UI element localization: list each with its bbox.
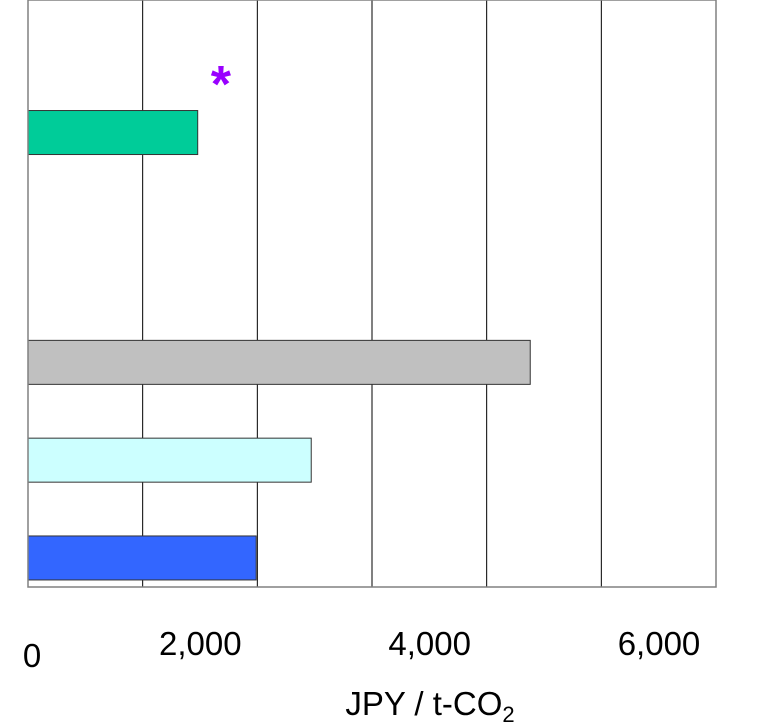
x-tick-label: 4,000 — [388, 625, 471, 662]
plot-frame — [27, 0, 717, 588]
x-tick-label: 2,000 — [159, 625, 242, 662]
x-axis-title: JPY / t-CO2 — [345, 685, 514, 727]
gridlines — [142, 0, 602, 587]
x-axis-title-main: JPY / t-CO — [345, 685, 502, 722]
x-tick-labels: 0 2,000 4,000 6,000 — [23, 625, 700, 674]
x-tick-label: 0 — [23, 637, 41, 674]
bar-0 — [27, 110, 199, 156]
bar-2 — [27, 437, 312, 483]
annotation-asterisk: * — [211, 56, 232, 114]
x-tick-label: 6,000 — [618, 625, 701, 662]
bar-3 — [27, 535, 257, 581]
bar-1 — [27, 339, 531, 385]
x-axis-title-subscript: 2 — [502, 702, 514, 727]
bar-series — [27, 110, 531, 581]
